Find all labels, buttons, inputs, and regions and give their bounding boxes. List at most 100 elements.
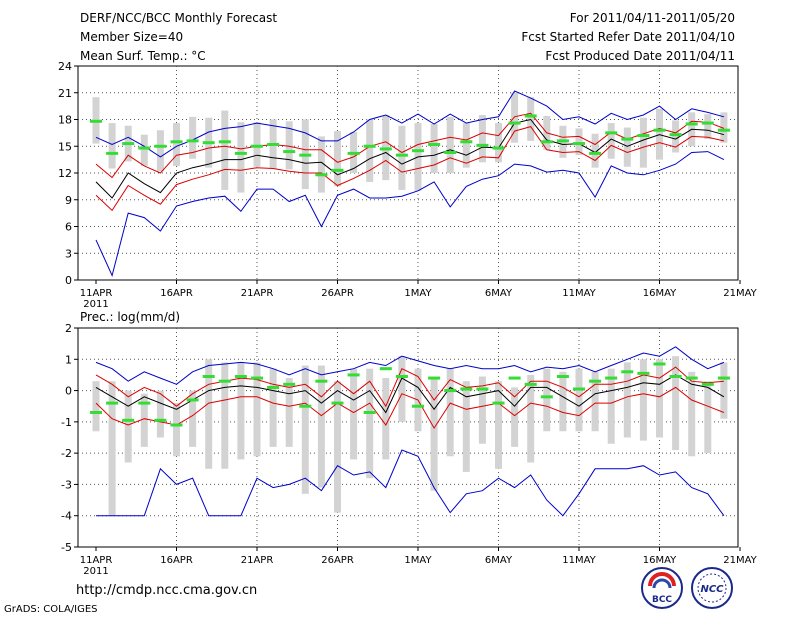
y-tick-label: 12	[58, 167, 72, 180]
obs-marker	[476, 143, 489, 147]
obs-marker	[267, 385, 280, 389]
range-bar	[688, 371, 696, 457]
obs-marker	[154, 144, 167, 148]
obs-marker	[669, 374, 682, 378]
obs-marker	[90, 410, 102, 414]
obs-marker	[444, 150, 457, 154]
range-bar	[704, 381, 712, 454]
range-bar	[430, 378, 438, 491]
obs-marker	[701, 382, 714, 386]
obs-marker	[106, 151, 119, 155]
obs-marker	[283, 150, 296, 154]
range-bar	[237, 122, 245, 193]
obs-marker	[347, 151, 360, 155]
range-bar	[639, 359, 647, 441]
range-bar	[672, 120, 680, 153]
range-bar	[527, 374, 535, 463]
range-bar	[720, 112, 728, 143]
range-bar	[317, 365, 325, 488]
footer-url[interactable]: http://cmdp.ncc.cma.gov.cn	[76, 583, 258, 598]
range-bar	[156, 390, 164, 438]
range-bar	[511, 92, 519, 143]
obs-marker	[251, 376, 263, 380]
ncc-logo: NCC	[691, 567, 733, 609]
obs-marker	[122, 418, 135, 422]
range-bar	[253, 122, 261, 167]
range-bar	[720, 362, 728, 419]
x-tick-label: 6MAY	[485, 555, 513, 566]
ncc-logo-text: NCC	[700, 584, 724, 595]
x-tick-label: 21APR	[241, 288, 274, 299]
range-bar	[462, 381, 470, 472]
obs-marker	[186, 139, 199, 143]
obs-marker	[283, 382, 296, 386]
obs-marker	[170, 423, 183, 427]
x-tick-label: 11MAY	[562, 288, 596, 299]
obs-marker	[202, 374, 215, 378]
start-date-label: Fcst Started Refer Date 2011/04/10	[521, 30, 735, 44]
obs-marker	[685, 376, 698, 380]
x-tick-label: 26APR	[321, 288, 354, 299]
obs-marker	[508, 376, 521, 380]
obs-marker	[267, 142, 280, 146]
range-bar	[591, 133, 599, 168]
y-tick-label: -2	[61, 447, 72, 460]
obs-marker	[331, 401, 344, 405]
obs-marker	[234, 374, 247, 378]
obs-marker	[476, 387, 489, 391]
obs-marker	[186, 398, 199, 402]
obs-marker	[621, 370, 634, 374]
obs-marker	[573, 142, 585, 146]
range-bar	[398, 125, 406, 190]
obs-marker	[492, 146, 505, 150]
obs-marker	[508, 121, 521, 125]
range-bar	[205, 359, 213, 469]
obs-marker	[460, 387, 473, 391]
obs-marker	[669, 133, 682, 137]
range-bar	[366, 368, 374, 479]
range-bar	[124, 390, 132, 463]
forecast-period: For 2011/04/11-2011/05/20	[569, 11, 735, 25]
produced-date-label: Fcst Produced Date 2011/04/11	[545, 49, 735, 63]
range-bar	[656, 359, 663, 438]
x-tick-label: 1MAY	[404, 555, 432, 566]
obs-marker	[347, 373, 360, 377]
y-tick-label: 9	[65, 194, 72, 207]
obs-marker	[685, 122, 698, 126]
obs-marker	[106, 401, 119, 405]
range-bar	[575, 368, 583, 432]
obs-marker	[556, 139, 569, 143]
range-bar	[156, 130, 164, 172]
x-tick-label: 16APR	[160, 288, 193, 299]
obs-marker	[170, 140, 183, 144]
y-tick-label: 0	[65, 385, 72, 398]
obs-marker	[218, 379, 231, 383]
obs-marker	[90, 119, 102, 123]
y-tick-label: 0	[65, 274, 72, 287]
series-mean-line	[95, 374, 725, 414]
y-tick-label: 6	[65, 221, 72, 234]
x-tick-label: 11APR	[80, 288, 113, 299]
series-max-line	[95, 346, 725, 385]
series-min-line	[95, 151, 725, 277]
range-bar	[446, 116, 454, 173]
range-bar	[269, 368, 277, 447]
range-bar	[591, 371, 599, 432]
obs-marker	[363, 410, 376, 414]
y-tick-label: 18	[58, 114, 72, 127]
bcc-logo: BCC	[641, 567, 683, 609]
obs-marker	[637, 134, 650, 138]
y-tick-label: -4	[61, 510, 72, 523]
variable-label: Mean Surf. Temp.: °C	[80, 49, 206, 63]
range-bar	[559, 371, 567, 432]
series-upper-line	[95, 366, 724, 408]
range-bar	[301, 365, 309, 494]
obs-marker	[717, 376, 730, 380]
y-tick-label: 24	[58, 60, 72, 73]
range-bar	[511, 387, 519, 447]
obs-marker	[492, 401, 505, 405]
range-bar	[398, 356, 406, 422]
y-tick-label: -1	[61, 416, 72, 429]
range-bar	[462, 123, 470, 168]
